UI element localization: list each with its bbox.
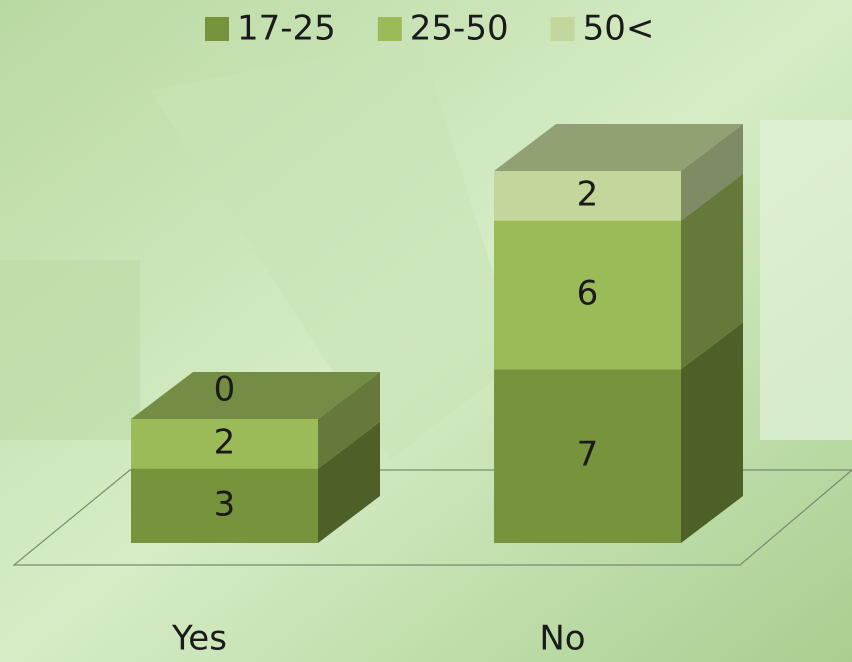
bar-front [131, 468, 318, 543]
bar-top [131, 372, 380, 419]
data-label: 7 [577, 435, 599, 475]
bar-front [494, 220, 681, 370]
floor-plane [12, 469, 852, 566]
legend: 17-25 25-50 50< [205, 9, 654, 49]
bar-top [494, 124, 743, 171]
data-label: 2 [577, 174, 599, 214]
bar-front [131, 419, 318, 469]
legend-swatch [550, 17, 575, 41]
bar-segment [494, 173, 743, 370]
plot: 3 2 0 Yes 7 6 2 No [131, 124, 743, 659]
bar-side [681, 173, 743, 370]
data-label: 0 [214, 370, 236, 410]
background-escalator [150, 40, 520, 460]
legend-swatch [205, 17, 229, 41]
bar-side [681, 124, 743, 221]
bar-side [318, 372, 380, 469]
data-label: 3 [214, 484, 236, 524]
bar-segment [131, 372, 380, 469]
legend-label: 17-25 [237, 9, 336, 49]
bar-side [681, 322, 743, 543]
legend-swatch [377, 17, 402, 41]
background-shop [760, 120, 852, 440]
bar-segment [494, 124, 743, 221]
background-shop [0, 260, 140, 440]
bar-segment [494, 322, 743, 543]
data-label: 6 [577, 274, 599, 314]
legend-label: 25-50 [410, 9, 509, 49]
x-tick-label: No [539, 619, 585, 659]
bar-front [494, 369, 681, 543]
bar-side [318, 421, 380, 543]
data-label: 2 [214, 422, 236, 462]
bar-front [494, 171, 681, 221]
bar-segment [131, 421, 380, 543]
x-tick-label: Yes [171, 619, 227, 659]
legend-label: 50< [583, 9, 655, 49]
